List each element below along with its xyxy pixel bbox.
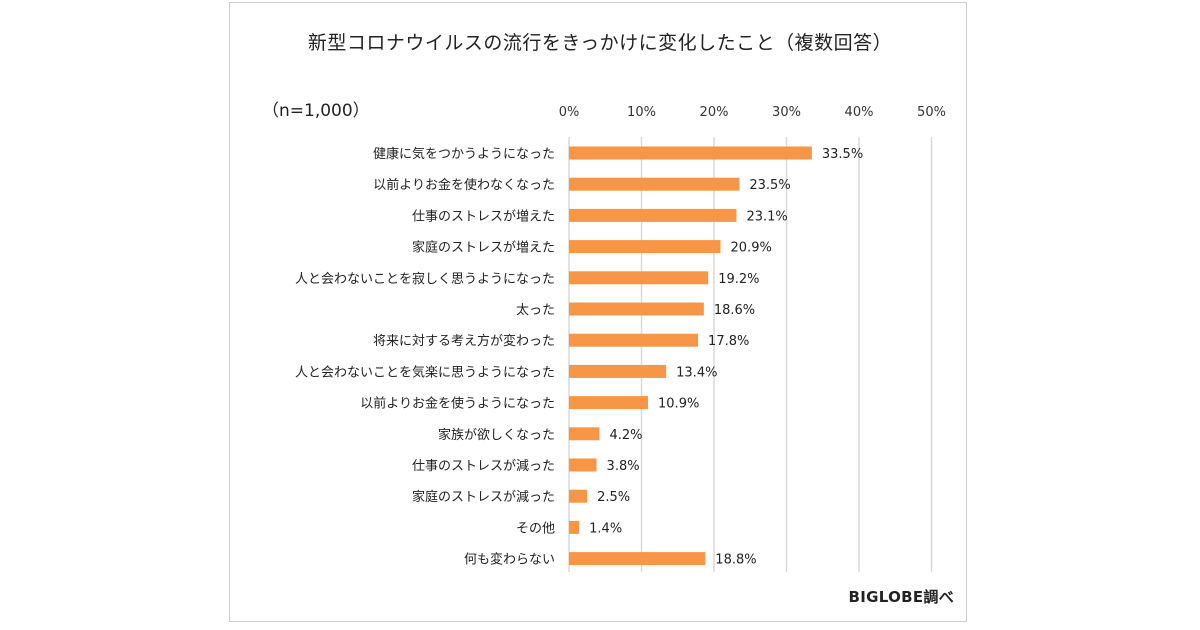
x-tick-label: 40% <box>845 105 874 120</box>
x-tick-label: 50% <box>917 105 946 120</box>
data-label: 18.6% <box>714 303 755 318</box>
x-tick-label: 20% <box>700 105 729 120</box>
category-label: その他 <box>516 521 555 536</box>
category-label: 家庭のストレスが減った <box>412 489 555 505</box>
data-label: 23.5% <box>749 178 790 193</box>
category-label: 家庭のストレスが増えた <box>412 240 555 256</box>
bar <box>569 458 597 472</box>
bar <box>569 271 709 285</box>
category-label: 以前よりお金を使わなくなった <box>373 177 555 193</box>
bar <box>569 146 812 160</box>
data-label: 10.9% <box>658 397 699 412</box>
category-label: 太った <box>516 303 555 318</box>
category-label: 仕事のストレスが増えた <box>412 209 555 224</box>
data-label: 3.8% <box>607 459 640 474</box>
x-tick-label: 10% <box>627 105 656 120</box>
bar <box>569 489 588 503</box>
bar <box>569 333 699 347</box>
x-tick-label: 30% <box>772 105 801 120</box>
bar <box>569 520 580 534</box>
category-label: 以前よりお金を使うようになった <box>360 396 555 412</box>
data-label: 20.9% <box>731 241 772 256</box>
category-label: 将来に対する考え方が変わった <box>373 333 555 349</box>
data-label: 4.2% <box>609 428 642 443</box>
x-tick-label: 0% <box>559 105 580 120</box>
category-label: 何も変わらない <box>464 552 555 568</box>
data-label: 13.4% <box>676 365 717 380</box>
category-label: 家族が欲しくなった <box>438 427 555 443</box>
category-label: 仕事のストレスが減った <box>412 458 555 474</box>
data-label: 19.2% <box>718 272 759 287</box>
category-label: 健康に気をつかうようになった <box>373 146 555 162</box>
category-label: 人と会わないことを気楽に思うようになった <box>295 364 555 380</box>
bar <box>569 427 600 441</box>
chart-title: 新型コロナウイルスの流行をきっかけに変化したこと（複数回答） <box>307 32 893 54</box>
source-credit: BIGLOBE調べ <box>848 588 954 606</box>
bar <box>569 177 740 191</box>
bar <box>569 364 667 378</box>
data-label: 18.8% <box>715 553 756 568</box>
category-label: 人と会わないことを寂しく思うようになった <box>295 271 555 287</box>
bar <box>569 240 721 254</box>
data-label: 17.8% <box>708 334 749 349</box>
data-label: 23.1% <box>746 209 787 224</box>
data-label: 33.5% <box>822 147 863 162</box>
bar <box>569 396 649 410</box>
bar <box>569 302 704 316</box>
sample-size-note: （n=1,000） <box>262 101 370 121</box>
bar <box>569 208 737 222</box>
data-label: 1.4% <box>589 521 622 536</box>
data-label: 2.5% <box>597 490 630 505</box>
bar <box>569 552 706 566</box>
